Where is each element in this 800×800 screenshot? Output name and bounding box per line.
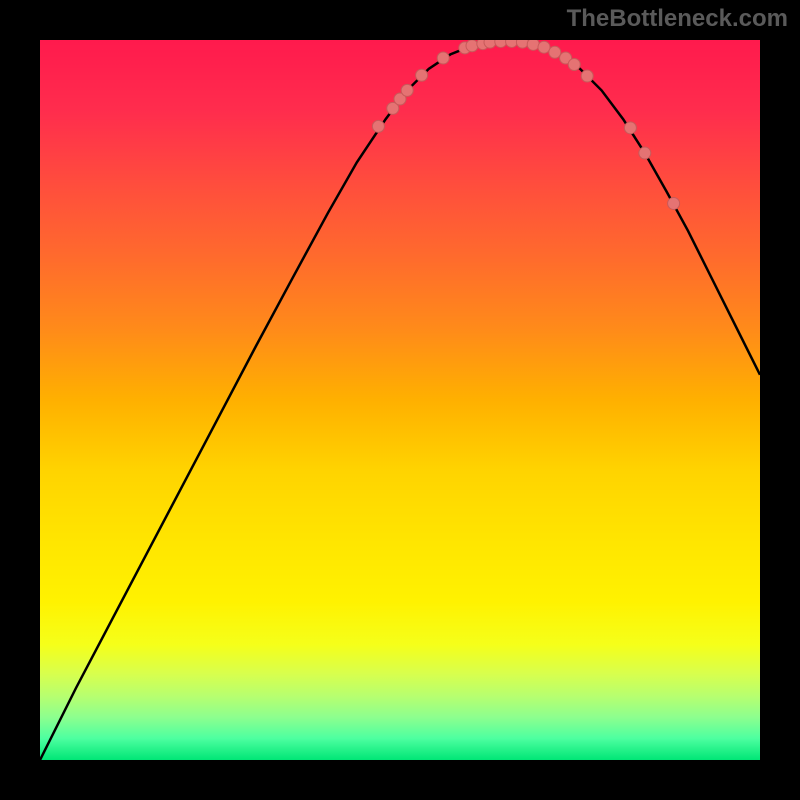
marker-point [639, 147, 651, 159]
marker-point [506, 40, 518, 47]
marker-point [668, 197, 680, 209]
marker-point [401, 84, 413, 96]
marker-point [416, 69, 428, 81]
marker-point [495, 40, 507, 47]
marker-point [549, 46, 561, 58]
watermark-text: TheBottleneck.com [567, 5, 788, 33]
marker-point [466, 40, 478, 52]
plot-area [40, 40, 760, 760]
curve-line [40, 41, 760, 760]
marker-point [516, 40, 528, 48]
marker-point [437, 52, 449, 64]
marker-point [527, 40, 539, 50]
marker-point [372, 120, 384, 132]
markers-group [372, 40, 679, 209]
marker-point [484, 40, 496, 48]
marker-point [538, 41, 550, 53]
marker-point [624, 122, 636, 134]
chart-svg [40, 40, 760, 760]
marker-point [581, 70, 593, 82]
marker-point [568, 58, 580, 70]
